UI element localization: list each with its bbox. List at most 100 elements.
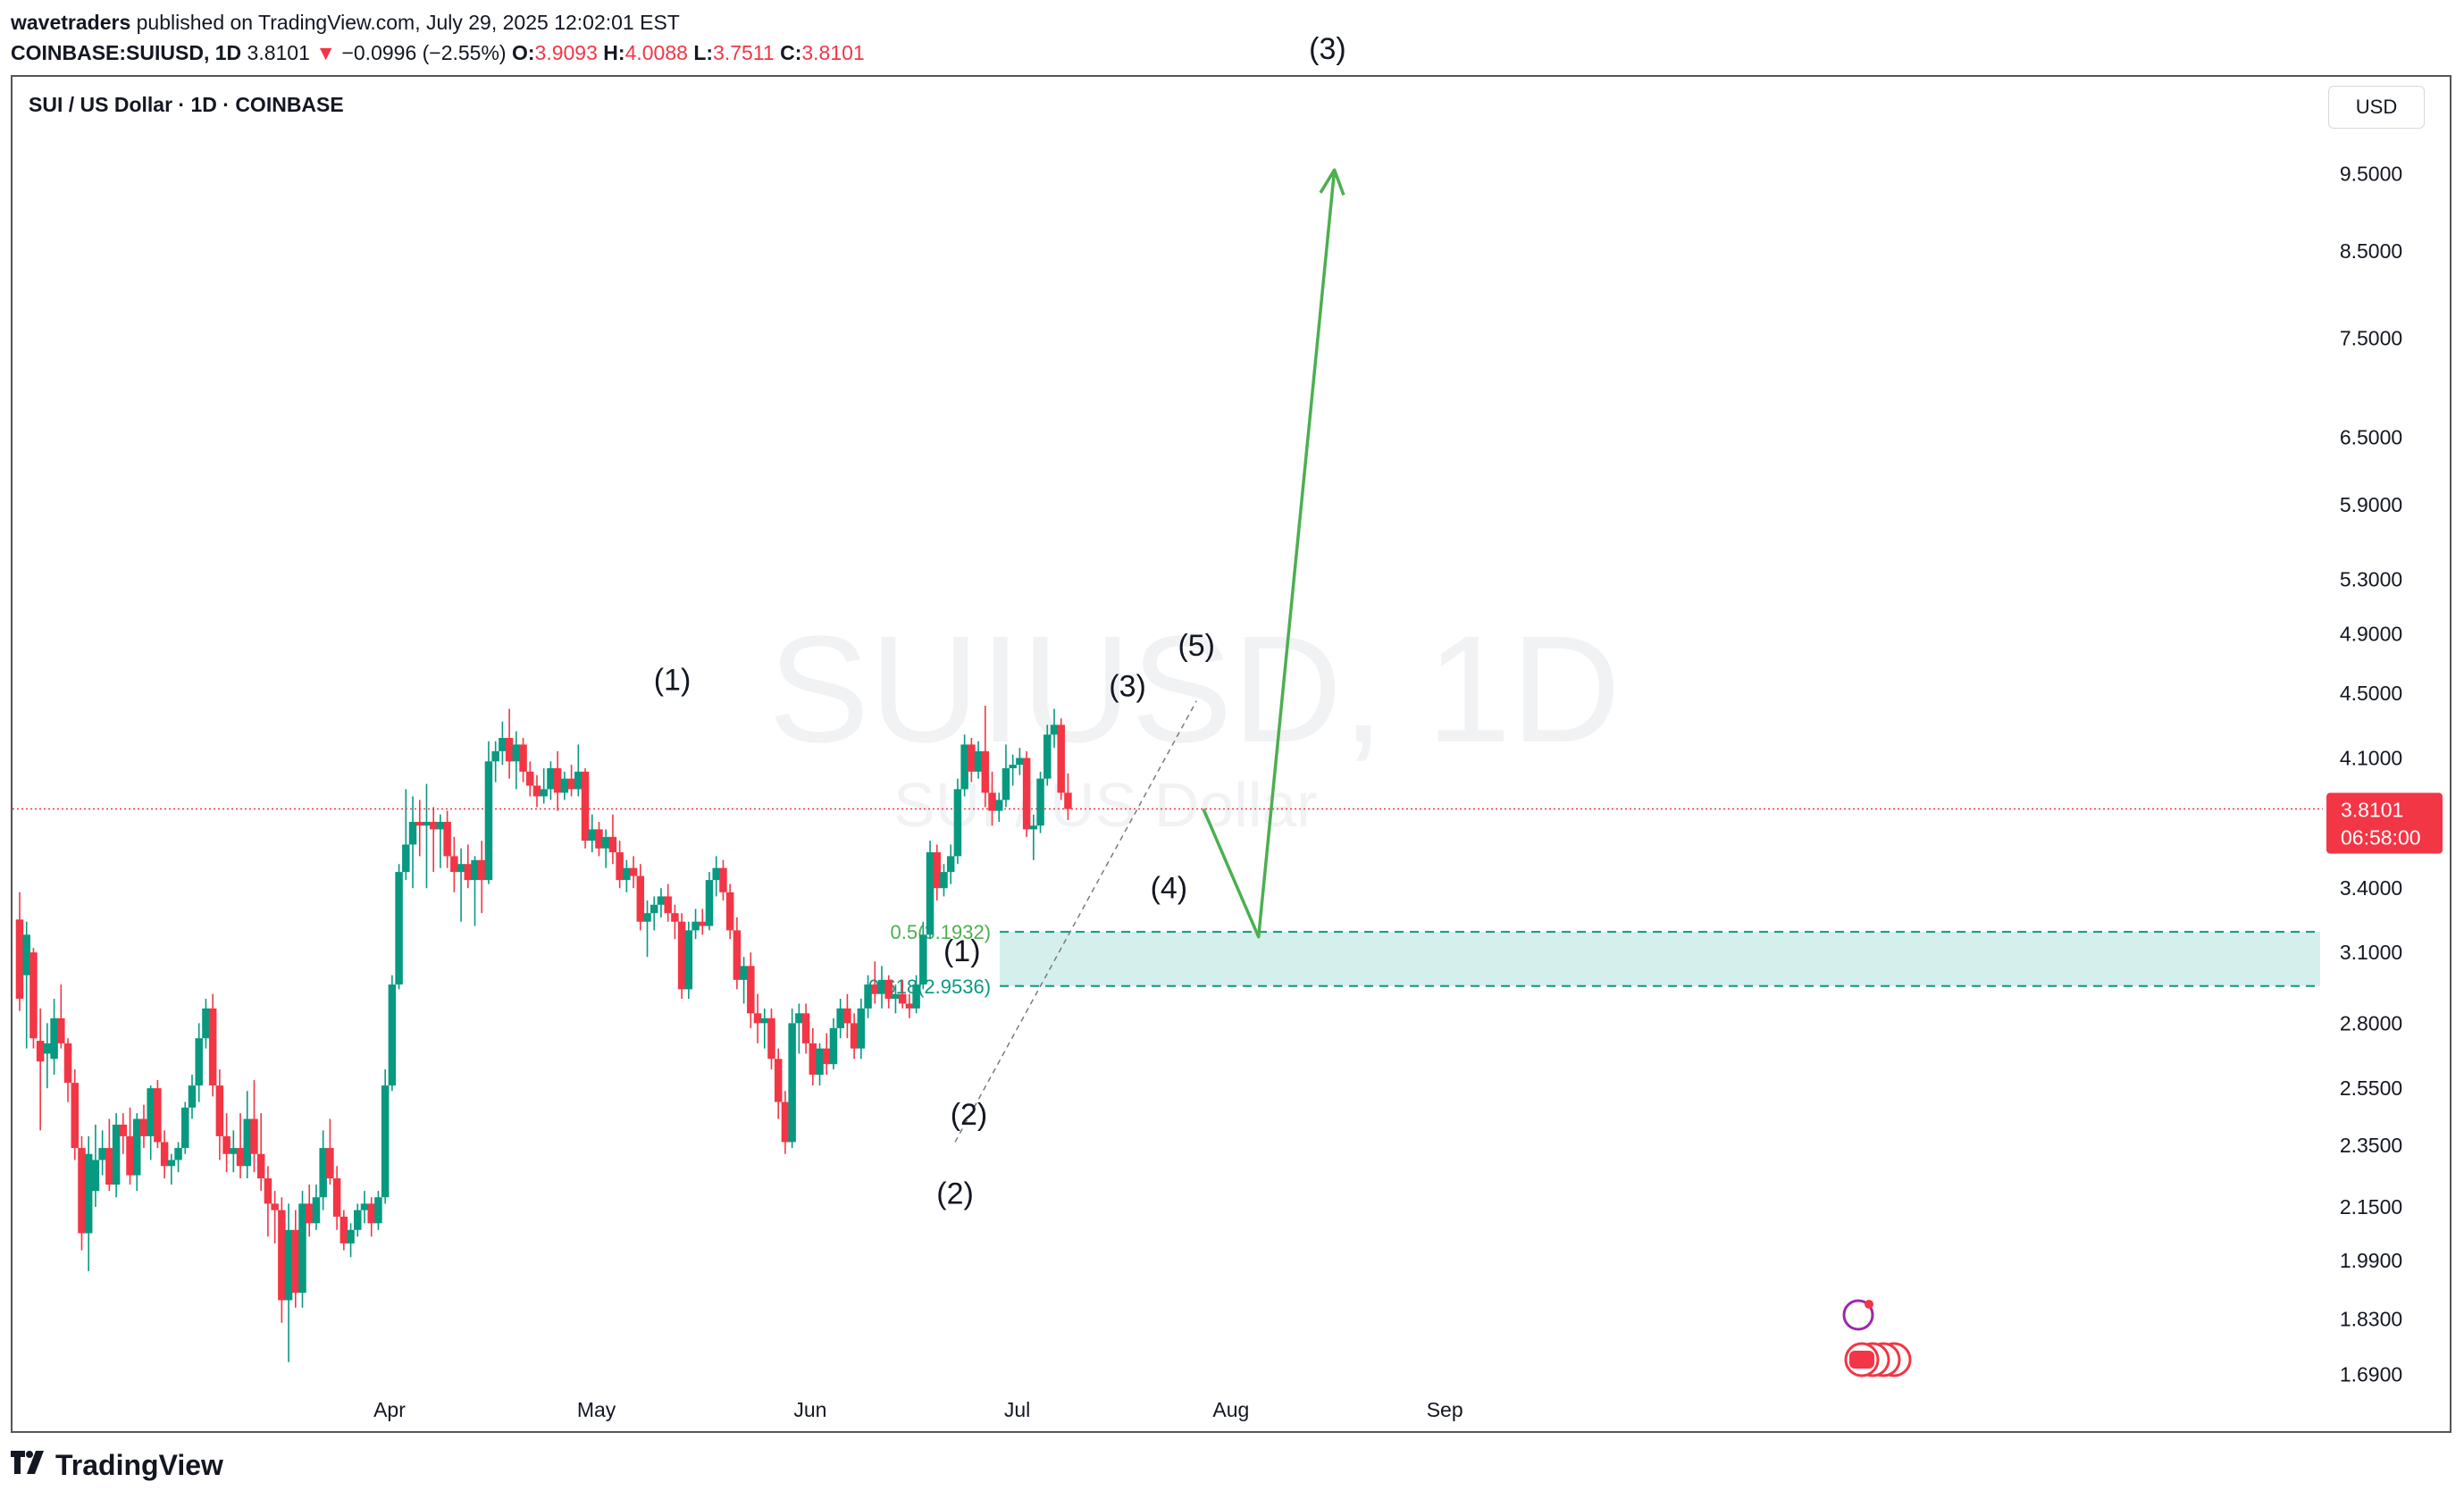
candle-body [898,993,907,1004]
candle-body [167,1160,176,1167]
candle [809,1027,817,1086]
candle-body [588,829,597,842]
candle-body [919,934,927,985]
candle [691,909,700,940]
candle-body [84,1153,93,1234]
candle-body [147,1088,155,1136]
candle-body [560,778,569,793]
candle-body [705,880,714,926]
candle-body [484,761,493,881]
candle-body [354,1210,362,1230]
candle [360,1191,369,1224]
chart-header: wavetraders published on TradingView.com… [11,7,865,68]
candle [181,1101,189,1154]
candle-body [222,1135,230,1154]
publisher-name[interactable]: wavetraders [11,11,131,34]
candle [298,1191,306,1308]
candle-body [1002,767,1010,800]
candle [671,904,679,940]
candle-body [505,738,514,762]
candle [547,761,555,800]
wave-label: (3) [1309,32,1346,66]
x-axis: Apr May Jun Jul Aug Sep [373,1398,1463,1421]
candle [402,789,410,881]
candle-body [50,1017,58,1059]
candle [892,984,900,1014]
y-tick-label: 5.9000 [2340,493,2402,516]
candle [968,738,976,783]
candle-body [29,952,38,1039]
candle [471,856,479,926]
candle-body [132,1118,141,1176]
candle [160,1130,169,1179]
candle-body [712,867,720,881]
wave-label: (2) [936,1177,974,1210]
candle [367,1197,375,1237]
candle [1022,750,1031,837]
candle-body [816,1048,824,1076]
candle [105,1118,113,1192]
candle [505,708,514,779]
candle-body [250,1118,258,1154]
candle [91,1124,100,1207]
candle-body [877,979,886,994]
candle-body [160,1142,169,1167]
candle-body [78,1148,86,1234]
candle-body [547,767,555,790]
candle-body [63,1043,72,1084]
candle-body [526,771,534,786]
candle-body [298,1203,306,1294]
price-badge-countdown: 06:58:00 [2341,826,2421,850]
candle [43,1023,52,1089]
tradingview-brand[interactable]: TradingView [11,1449,223,1482]
candle-body [264,1178,272,1204]
candle-body [725,892,734,931]
close-label: C: [780,41,802,64]
candle [388,975,397,1092]
us-flag-stripes-icon [1849,1351,1874,1369]
candle [22,921,30,1049]
candle-body [91,1160,100,1192]
wave-trendline [954,700,1197,1143]
candle-body [871,984,879,994]
candle-body [532,785,541,797]
candle [305,1185,314,1237]
candle-body [319,1148,327,1198]
projection-path [1202,170,1337,939]
candle [264,1166,272,1237]
candle-body [139,1118,148,1136]
candle [222,1113,230,1173]
candle [339,1210,348,1251]
candle [553,750,562,811]
candle [871,961,879,1004]
y-tick-label: 9.5000 [2340,162,2402,185]
candle [332,1166,341,1230]
candle [781,1091,790,1154]
candle-body [684,930,693,990]
candle [567,765,575,797]
candle [795,1003,803,1054]
candle [788,1008,796,1149]
candle-body [843,1008,851,1024]
candle-body [953,789,962,857]
candle [657,888,666,917]
y-tick-label: 2.1500 [2340,1195,2402,1218]
candle [354,1203,362,1237]
candle [15,892,24,1011]
candle [78,1135,86,1251]
target-zone [1000,932,2320,986]
candle [84,1135,93,1272]
y-tick-label: 3.1000 [2340,941,2402,964]
candle [36,1008,45,1131]
candle [374,1191,382,1230]
tradingview-brand-text: TradingView [55,1449,223,1481]
candle [291,1210,300,1308]
candle-body [381,1085,390,1198]
candle-body [181,1107,189,1149]
low-value: 3.7511 [713,41,775,64]
candle-body [1029,825,1038,830]
candle-body [691,921,700,931]
currency-button[interactable]: USD [2328,86,2425,129]
candle-body [601,836,610,849]
